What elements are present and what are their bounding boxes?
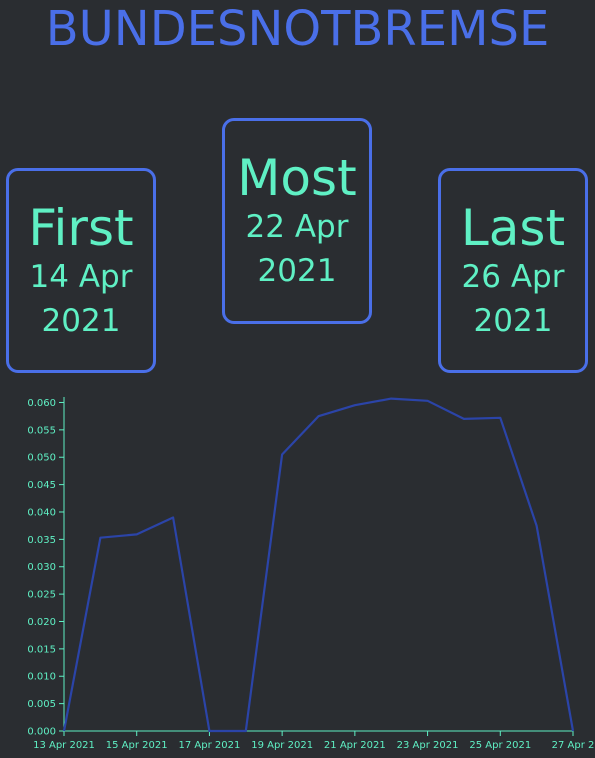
page-title: BUNDESNOTBREMSE	[45, 1, 550, 57]
y-tick-label: 0.045	[27, 480, 56, 491]
y-tick-label: 0.000	[27, 727, 56, 738]
y-tick-label: 0.050	[27, 453, 56, 464]
y-tick-label: 0.025	[27, 590, 56, 601]
most-label: Most	[237, 149, 357, 207]
x-tick-label: 21 Apr 2021	[324, 740, 386, 751]
last-date-card: Last 26 Apr 2021	[438, 168, 588, 373]
y-tick-label: 0.055	[27, 425, 56, 436]
x-tick-label: 27 Apr 2	[552, 740, 595, 751]
last-day: 26 Apr	[461, 259, 565, 295]
most-date-card: Most 22 Apr 2021	[222, 118, 372, 324]
first-year: 2021	[41, 303, 121, 339]
x-tick-label: 13 Apr 2021	[33, 740, 95, 751]
y-tick-label: 0.060	[27, 398, 56, 409]
x-tick-label: 23 Apr 2021	[397, 740, 459, 751]
y-tick-label: 0.015	[27, 644, 56, 655]
last-year: 2021	[473, 303, 553, 339]
most-year: 2021	[257, 253, 337, 289]
y-tick-label: 0.005	[27, 699, 56, 710]
x-tick-label: 17 Apr 2021	[179, 740, 241, 751]
y-tick-label: 0.010	[27, 672, 56, 683]
x-tick-label: 15 Apr 2021	[106, 740, 168, 751]
x-tick-label: 19 Apr 2021	[251, 740, 313, 751]
first-day: 14 Apr	[29, 259, 133, 295]
first-date-card: First 14 Apr 2021	[6, 168, 156, 373]
most-day: 22 Apr	[245, 209, 349, 245]
y-tick-label: 0.035	[27, 535, 56, 546]
x-tick-label: 25 Apr 2021	[469, 740, 531, 751]
y-tick-label: 0.030	[27, 562, 56, 573]
y-tick-label: 0.020	[27, 617, 56, 628]
first-label: First	[28, 199, 134, 257]
series-line	[62, 397, 575, 733]
y-tick-label: 0.040	[27, 507, 56, 518]
last-label: Last	[460, 199, 566, 257]
